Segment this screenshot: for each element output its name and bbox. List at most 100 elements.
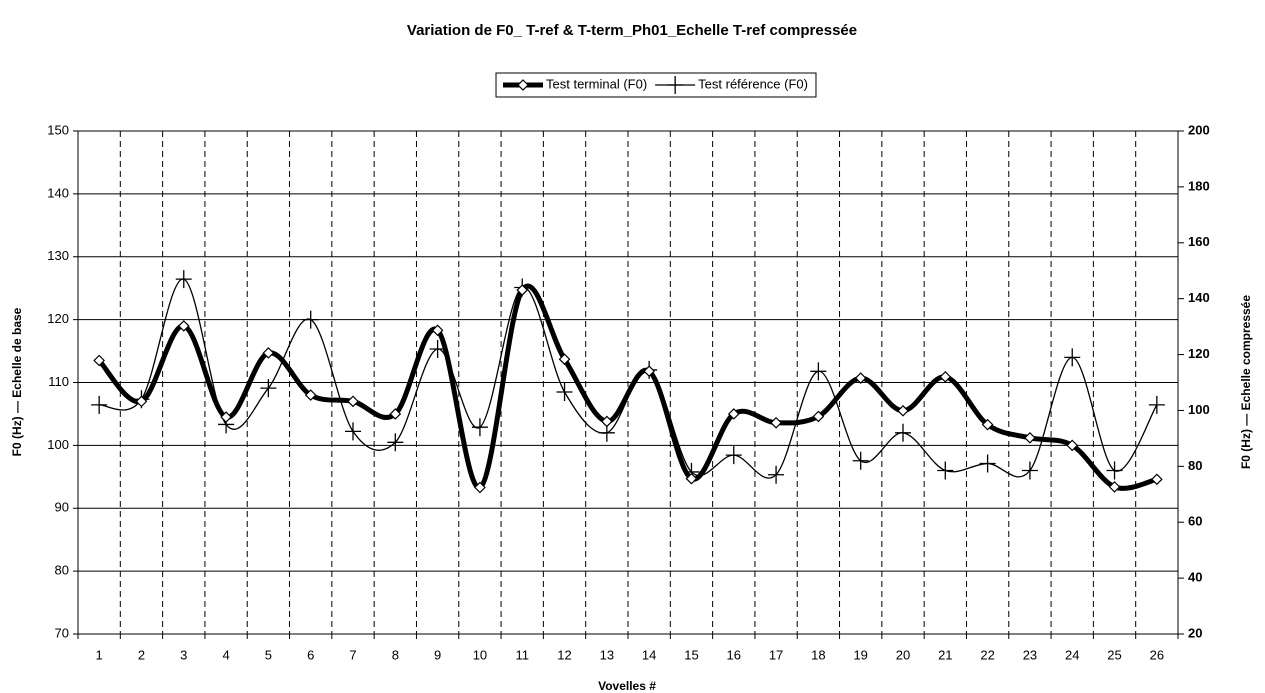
x-tick-label: 17 xyxy=(769,647,783,662)
x-tick-label: 20 xyxy=(896,647,910,662)
x-tick-label: 1 xyxy=(96,647,103,662)
marker xyxy=(979,454,996,473)
x-tick-label: 9 xyxy=(434,647,441,662)
x-tick-label: 13 xyxy=(600,647,614,662)
x-tick-label: 19 xyxy=(853,647,867,662)
x-tick-label: 12 xyxy=(557,647,571,662)
marker xyxy=(852,451,869,470)
y-tick-label: 140 xyxy=(47,185,69,200)
marker xyxy=(939,370,952,383)
marker xyxy=(854,372,867,384)
y-tick-label: 70 xyxy=(55,625,69,640)
marker xyxy=(347,395,359,408)
y-tick-label: 110 xyxy=(48,374,69,389)
y2-axis-label: F0 (Hz) — Echelle compressée xyxy=(1239,295,1253,469)
marker xyxy=(220,411,232,423)
marker xyxy=(643,365,656,378)
marker xyxy=(981,418,994,431)
marker xyxy=(474,481,486,494)
y2-tick-label: 200 xyxy=(1188,122,1210,137)
marker xyxy=(600,415,613,428)
marker xyxy=(387,433,404,452)
x-tick-label: 25 xyxy=(1107,647,1121,662)
marker xyxy=(1151,473,1163,486)
y2-tick-label: 180 xyxy=(1188,178,1210,193)
y-tick-label: 130 xyxy=(47,248,69,263)
marker xyxy=(1021,461,1038,480)
x-tick-label: 21 xyxy=(938,647,952,662)
marker xyxy=(897,404,909,417)
marker xyxy=(812,410,825,423)
marker xyxy=(175,270,192,289)
x-tick-label: 15 xyxy=(684,647,698,662)
x-tick-label: 7 xyxy=(349,647,356,662)
marker xyxy=(770,416,782,429)
marker xyxy=(262,347,275,359)
marker xyxy=(558,353,571,366)
chart-title: Variation de F0_ T-ref & T-term_Ph01_Ech… xyxy=(407,22,857,39)
marker xyxy=(304,389,317,401)
marker xyxy=(937,461,954,480)
x-tick-label: 2 xyxy=(138,647,145,662)
marker xyxy=(91,395,108,414)
marker xyxy=(516,284,529,296)
x-tick-label: 3 xyxy=(180,647,187,662)
x-tick-label: 11 xyxy=(515,647,529,662)
x-tick-label: 23 xyxy=(1023,647,1037,662)
y-tick-label: 80 xyxy=(55,563,69,578)
x-tick-label: 18 xyxy=(811,647,825,662)
marker xyxy=(1106,461,1123,480)
marker xyxy=(667,76,684,94)
x-axis-label: Vovelles # xyxy=(598,679,656,693)
y2-tick-label: 80 xyxy=(1188,458,1202,473)
marker xyxy=(1108,481,1121,493)
marker xyxy=(302,310,319,329)
marker xyxy=(177,320,190,332)
marker xyxy=(260,379,277,398)
marker xyxy=(93,354,106,367)
y2-tick-label: 40 xyxy=(1188,570,1202,585)
marker xyxy=(135,395,148,408)
y2-tick-label: 140 xyxy=(1188,290,1210,305)
marker xyxy=(895,423,911,442)
marker xyxy=(517,79,529,91)
marker xyxy=(1064,348,1081,367)
marker xyxy=(810,362,827,381)
x-tick-label: 5 xyxy=(265,647,272,662)
marker xyxy=(1148,395,1165,414)
x-tick-label: 24 xyxy=(1065,647,1079,662)
y2-tick-label: 60 xyxy=(1188,514,1202,529)
legend-label: Test terminal (F0) xyxy=(546,76,647,91)
x-tick-label: 16 xyxy=(727,647,741,662)
x-tick-label: 14 xyxy=(642,647,656,662)
plot-frame xyxy=(77,130,1179,635)
marker xyxy=(685,472,698,485)
marker xyxy=(768,465,785,484)
x-tick-label: 8 xyxy=(392,647,399,662)
y-tick-label: 90 xyxy=(55,500,69,515)
y-axis-label: F0 (Hz) — Echelle de base xyxy=(10,307,24,456)
legend-label: Test référence (F0) xyxy=(698,76,808,91)
marker xyxy=(1024,431,1036,444)
x-tick-label: 4 xyxy=(222,647,229,662)
x-tick-label: 26 xyxy=(1150,647,1164,662)
marker xyxy=(389,408,402,420)
y-tick-label: 100 xyxy=(47,437,69,452)
marker xyxy=(727,408,740,420)
y2-tick-label: 120 xyxy=(1188,346,1210,361)
x-tick-label: 22 xyxy=(980,647,994,662)
y2-tick-label: 100 xyxy=(1188,402,1210,417)
marker xyxy=(471,418,488,437)
marker xyxy=(725,446,742,465)
x-tick-label: 10 xyxy=(473,647,487,662)
y-tick-label: 150 xyxy=(47,122,69,137)
legend: Test terminal (F0) Test référence (F0) xyxy=(495,72,817,98)
x-tick-label: 6 xyxy=(307,647,314,662)
marker xyxy=(345,422,361,441)
marker xyxy=(556,383,573,402)
marker xyxy=(431,324,444,337)
y2-tick-label: 20 xyxy=(1188,625,1202,640)
y2-tick-label: 160 xyxy=(1188,234,1210,249)
marker xyxy=(1066,439,1079,452)
